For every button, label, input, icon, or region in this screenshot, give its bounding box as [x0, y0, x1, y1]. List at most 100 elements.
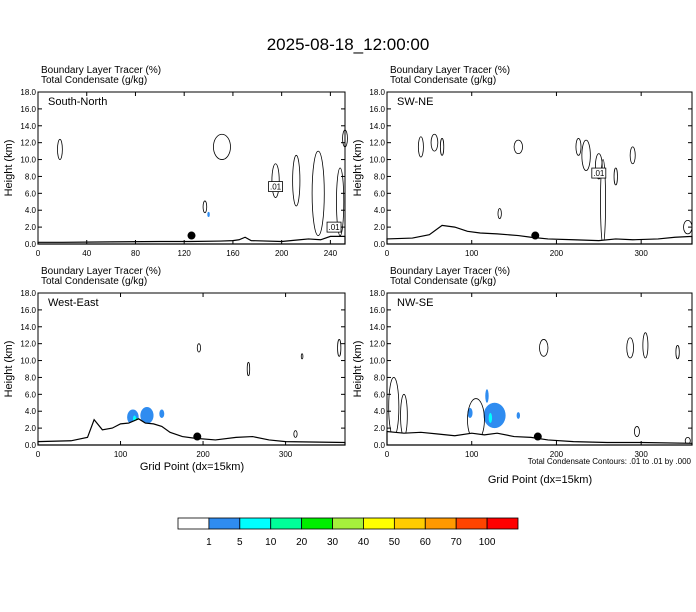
colorbar-swatch — [239, 517, 272, 530]
colorbar-label: 5 — [237, 537, 243, 548]
plot-area — [38, 92, 345, 244]
y-tick-label: 14.0 — [20, 323, 36, 332]
panel-header-line2: Total Condensate (g/kg) — [41, 276, 147, 287]
y-tick-label: 0.0 — [25, 240, 37, 249]
plot-area — [387, 293, 692, 445]
y-tick-label: 0.0 — [25, 441, 37, 450]
contour-label-box — [591, 167, 607, 179]
x-tick-label: 0 — [385, 450, 390, 459]
y-tick-label: 14.0 — [369, 323, 385, 332]
x-tick-label: 120 — [178, 249, 192, 258]
x-tick-label: 300 — [634, 249, 648, 258]
y-tick-label: 16.0 — [20, 105, 36, 114]
colorbar-swatch — [208, 517, 241, 530]
x-tick-label: 80 — [131, 249, 140, 258]
colorbar-swatch — [270, 517, 303, 530]
y-tick-label: 12.0 — [20, 139, 36, 148]
y-tick-label: 6.0 — [25, 390, 37, 399]
colorbar-label: 1 — [206, 537, 212, 548]
contour-label: .01 — [270, 183, 282, 192]
condensate-contour — [311, 150, 325, 236]
condensate-contour — [626, 337, 634, 359]
condensate-contour — [196, 343, 201, 353]
condensate-contour — [417, 136, 424, 158]
plot-nw-se: NW-SE 0.0 2.0 4.0 6.0 8.0 10.0 12.0 14.0 16.0 18.0… — [369, 289, 693, 459]
colorbar-label: 100 — [479, 537, 496, 548]
condensate-contour — [675, 344, 680, 360]
y-tick-label: 4.0 — [374, 206, 386, 215]
plot-sw-ne: .01 SW-NE 0.0 2.0 4.0 6.0 8.0 10.0 12.0 14.0 16.0 1… — [369, 88, 693, 258]
x-tick-label: 200 — [275, 249, 289, 258]
panel-west-east: Boundary Layer Tracer (%) Total Condensa… — [3, 266, 244, 473]
contour-label-box — [268, 181, 283, 192]
colorbar-swatch — [455, 517, 488, 530]
tracer-patch — [516, 412, 521, 419]
condensate-contour — [497, 208, 502, 220]
y-tick-label: 14.0 — [20, 122, 36, 131]
panel-header-line1: Boundary Layer Tracer (%) — [41, 65, 161, 76]
colorbar-swatch — [177, 517, 210, 530]
y-tick-label: 2.0 — [374, 424, 386, 433]
location-marker — [531, 231, 540, 240]
panel-header-line1: Boundary Layer Tracer (%) — [41, 266, 161, 277]
condensate-contour — [213, 133, 231, 160]
y-tick-label: 10.0 — [20, 156, 36, 165]
panel-label: West-East — [48, 297, 99, 309]
plot-frame — [386, 292, 693, 446]
tracer-patch — [140, 407, 154, 424]
figure-title: 2025-08-18_12:00:00 — [267, 35, 430, 54]
plot-frame — [37, 292, 346, 446]
y-tick-label: 8.0 — [25, 172, 37, 181]
x-axis-label: Grid Point (dx=15km) — [488, 474, 592, 486]
panel-label: NW-SE — [397, 297, 433, 309]
panel-header-line1: Boundary Layer Tracer (%) — [390, 65, 510, 76]
y-tick-label: 8.0 — [25, 373, 37, 382]
panel-header-line2: Total Condensate (g/kg) — [41, 75, 147, 86]
terrain-line — [37, 235, 346, 245]
y-tick-label: 2.0 — [25, 424, 37, 433]
y-tick-label: 4.0 — [25, 206, 37, 215]
plot-west-east: West-East 0.0 2.0 4.0 6.0 8.0 10.0 12.0 14.0 16.0… — [20, 289, 346, 459]
panel-header-line1: Boundary Layer Tracer (%) — [390, 266, 510, 277]
tracer-patch — [483, 402, 506, 429]
plot-frame — [386, 91, 693, 245]
x-tick-label: 100 — [465, 450, 479, 459]
y-axis-label: Height (km) — [3, 140, 15, 197]
colorbar-swatch — [486, 517, 519, 530]
y-tick-label: 12.0 — [369, 340, 385, 349]
panel-label: SW-NE — [397, 96, 433, 108]
tracer-patch — [207, 211, 210, 217]
condensate-contour — [337, 339, 342, 357]
colorbar-label: 50 — [389, 537, 401, 548]
x-axis-label: Grid Point (dx=15km) — [140, 461, 244, 473]
y-tick-label: 6.0 — [25, 189, 37, 198]
x-tick-label: 300 — [279, 450, 293, 459]
panel-header-line2: Total Condensate (g/kg) — [390, 276, 496, 287]
y-tick-label: 16.0 — [20, 306, 36, 315]
condensate-contour — [292, 154, 301, 207]
y-axis-label: Height (km) — [352, 140, 364, 197]
y-tick-label: 18.0 — [20, 88, 36, 97]
condensate-contour — [293, 430, 298, 438]
condensate-contour — [642, 332, 649, 359]
colorbar-label: 10 — [265, 537, 277, 548]
location-marker — [187, 231, 196, 240]
y-tick-label: 6.0 — [374, 189, 386, 198]
y-tick-label: 12.0 — [369, 139, 385, 148]
x-tick-label: 240 — [324, 249, 338, 258]
x-tick-label: 40 — [82, 249, 91, 258]
y-tick-label: 10.0 — [369, 357, 385, 366]
panel-sw-ne: Boundary Layer Tracer (%) Total Condensa… — [352, 65, 510, 196]
y-axis-label: Height (km) — [3, 341, 15, 398]
terrain-line — [386, 224, 693, 245]
colorbar-swatch — [393, 517, 426, 530]
y-axis-label: Height (km) — [352, 341, 364, 398]
y-tick-label: 6.0 — [374, 390, 386, 399]
y-tick-label: 0.0 — [374, 240, 386, 249]
plot-area — [38, 293, 345, 445]
colorbar: 1 5 10 20 30 40 50 60 70 100 — [177, 517, 519, 548]
panel-label: South-North — [48, 96, 107, 108]
contour-label: .01 — [593, 169, 605, 178]
condensate-contour — [633, 426, 640, 437]
